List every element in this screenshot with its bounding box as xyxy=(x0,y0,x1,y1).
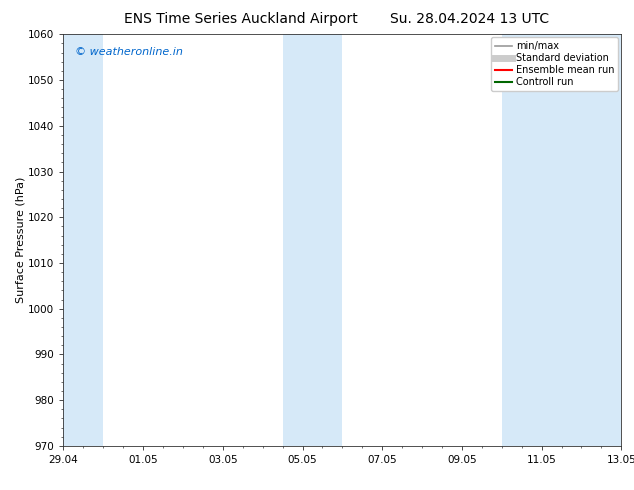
Bar xyxy=(501,34,621,446)
Text: ENS Time Series Auckland Airport: ENS Time Series Auckland Airport xyxy=(124,12,358,26)
Y-axis label: Surface Pressure (hPa): Surface Pressure (hPa) xyxy=(15,177,25,303)
Text: © weatheronline.in: © weatheronline.in xyxy=(75,47,183,57)
Bar xyxy=(63,34,103,446)
Bar xyxy=(283,34,342,446)
Legend: min/max, Standard deviation, Ensemble mean run, Controll run: min/max, Standard deviation, Ensemble me… xyxy=(491,37,618,91)
Text: Su. 28.04.2024 13 UTC: Su. 28.04.2024 13 UTC xyxy=(390,12,548,26)
